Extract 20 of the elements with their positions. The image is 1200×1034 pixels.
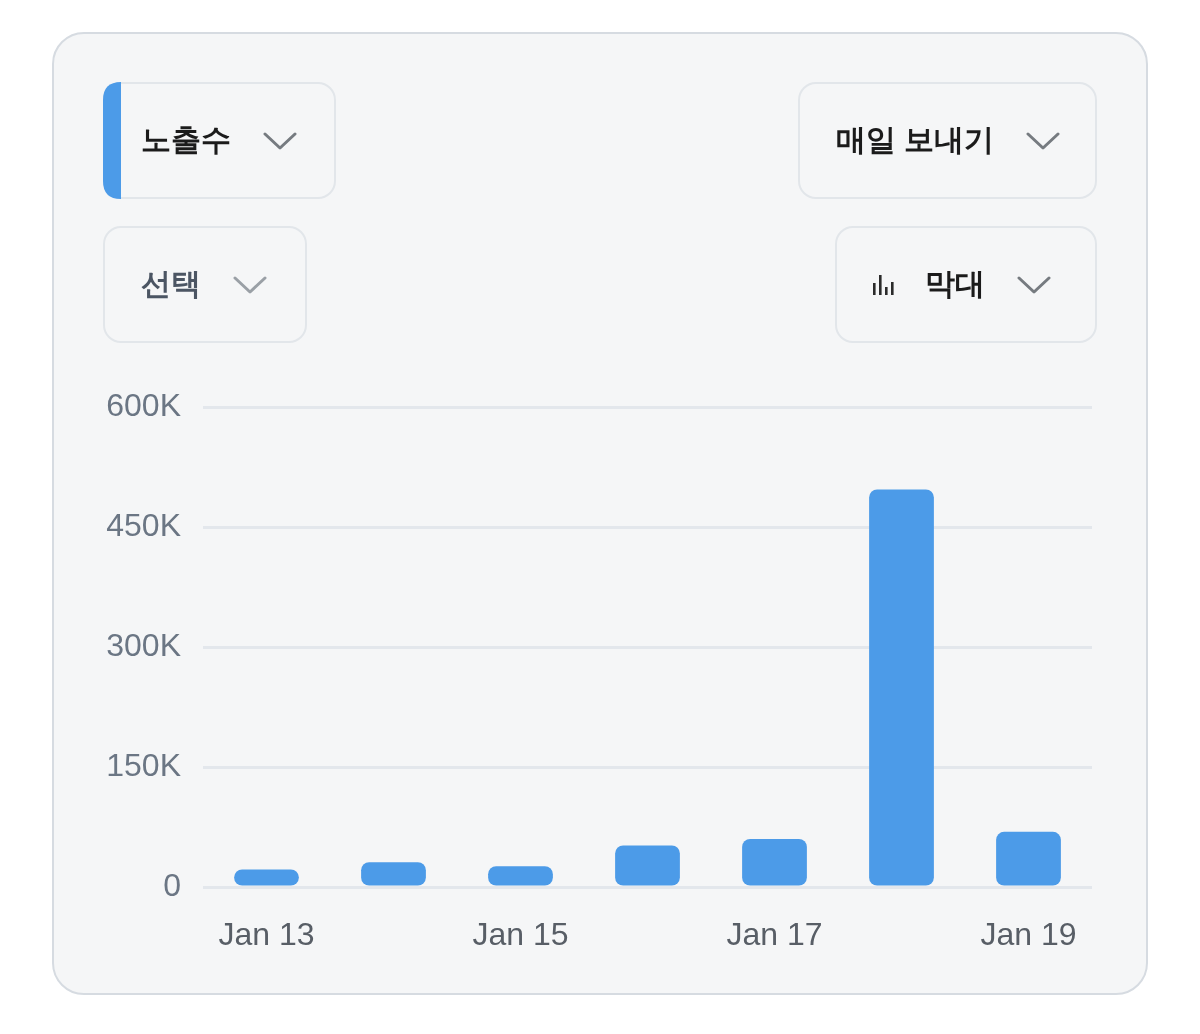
bar	[488, 866, 553, 886]
bar	[361, 862, 426, 886]
bar	[742, 839, 807, 886]
y-tick-label: 0	[163, 866, 181, 903]
dropdown: 매일 보내기	[798, 82, 1097, 199]
y-tick-label: 450K	[106, 506, 181, 543]
y-tick-label: 300K	[106, 626, 181, 663]
dropdown: 막대	[835, 226, 1097, 343]
x-tick-label: Jan 15	[472, 916, 569, 953]
dropdown: 선택	[103, 226, 307, 343]
bar	[615, 845, 680, 886]
y-tick-label: 600K	[106, 386, 181, 423]
bar	[996, 831, 1061, 886]
dropdown: 노출수	[103, 82, 336, 199]
bar	[869, 489, 934, 886]
x-tick-label: Jan 13	[218, 916, 315, 953]
x-tick-label: Jan 17	[726, 916, 823, 953]
bar	[234, 869, 299, 886]
x-tick-label: Jan 19	[980, 916, 1077, 953]
y-tick-label: 150K	[106, 746, 181, 783]
